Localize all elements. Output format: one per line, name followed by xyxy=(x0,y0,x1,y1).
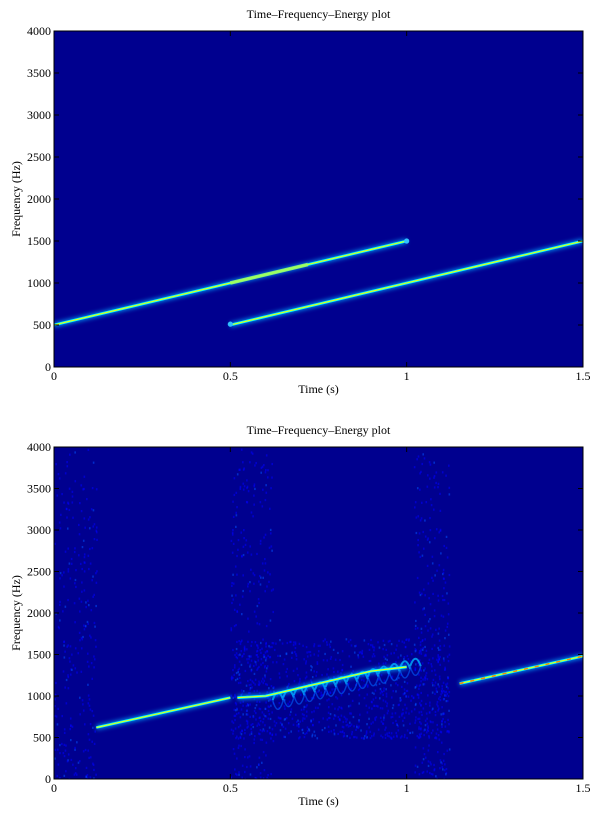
y-tick-label: 2500 xyxy=(27,565,51,579)
y-tick-label: 500 xyxy=(33,731,51,745)
y-tick-label: 2000 xyxy=(27,192,51,206)
chart-title: Time–Frequency–Energy plot xyxy=(247,423,391,437)
x-tick-label: 0.5 xyxy=(223,369,238,383)
y-tick-label: 500 xyxy=(33,318,51,332)
y-tick-label: 0 xyxy=(45,772,51,786)
y-tick-label: 3000 xyxy=(27,108,51,122)
y-tick-label: 0 xyxy=(45,360,51,374)
x-tick-label: 0.5 xyxy=(223,781,238,795)
top-plot: 0 0.5 1 1.5 0 500 1000 1500 2000 2500 3000 3500 4000… xyxy=(9,7,591,396)
x-tick-label: 0 xyxy=(51,781,57,795)
ridge-core xyxy=(230,240,583,326)
y-tick-label: 4000 xyxy=(27,440,51,454)
plot-area xyxy=(54,238,583,328)
ridge-endpoint xyxy=(404,238,410,244)
ridge-endpoint xyxy=(227,321,233,327)
chart-title: Time–Frequency–Energy plot xyxy=(247,7,391,21)
x-axis-label: Time (s) xyxy=(298,794,339,808)
x-axis-label: Time (s) xyxy=(298,382,339,396)
y-tick-label: 2000 xyxy=(27,606,51,620)
y-tick-label: 2500 xyxy=(27,150,51,164)
ridge-energy-highlight xyxy=(229,262,309,285)
x-tick-label: 1.5 xyxy=(576,369,591,383)
plot-background xyxy=(54,31,583,367)
ridge-core xyxy=(459,655,583,685)
y-tick-label: 4000 xyxy=(27,24,51,38)
x-tick-label: 1 xyxy=(404,369,410,383)
y-tick-label: 3500 xyxy=(27,66,51,80)
y-tick-label: 1500 xyxy=(27,234,51,248)
y-tick-label: 1000 xyxy=(27,276,51,290)
x-tick-label: 1 xyxy=(404,781,410,795)
plot-background xyxy=(54,447,583,779)
plot-area xyxy=(54,448,583,779)
y-axis-label: Frequency (Hz) xyxy=(9,161,23,237)
noise-field xyxy=(54,448,451,779)
x-tick-label: 0 xyxy=(51,369,57,383)
ridge-core xyxy=(96,697,231,729)
y-tick-label: 1500 xyxy=(27,648,51,662)
bottom-plot: 0 0.5 1 1.5 0 500 1000 1500 2000 2500 3000 3500 4000… xyxy=(9,423,591,808)
x-tick-label: 1.5 xyxy=(576,781,591,795)
y-tick-label: 3000 xyxy=(27,523,51,537)
y-tick-label: 1000 xyxy=(27,689,51,703)
y-tick-label: 3500 xyxy=(27,482,51,496)
ridge-core xyxy=(237,666,407,699)
y-axis-label: Frequency (Hz) xyxy=(9,575,23,651)
